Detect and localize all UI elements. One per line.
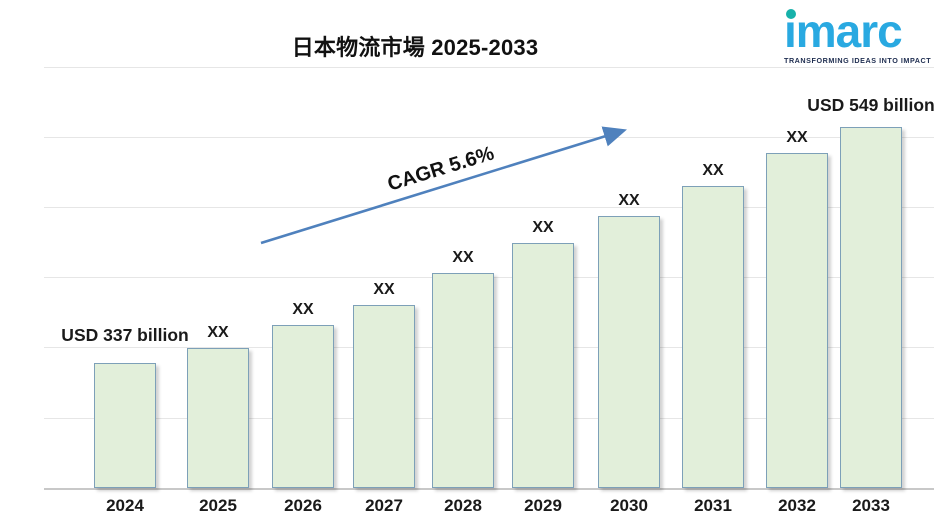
bar-2032 bbox=[766, 153, 828, 488]
gridline bbox=[44, 67, 934, 68]
year-label-2028: 2028 bbox=[444, 496, 482, 515]
value-label-2030: XX bbox=[618, 192, 640, 209]
value-label-2029: XX bbox=[532, 219, 554, 236]
value-label-2028: XX bbox=[452, 249, 474, 266]
title-year-range: 2025-2033 bbox=[431, 35, 539, 60]
year-label-2032: 2032 bbox=[778, 496, 816, 515]
year-label-2024: 2024 bbox=[106, 496, 144, 515]
imarc-wordmark: ımarc bbox=[784, 5, 903, 57]
year-label-2027: 2027 bbox=[365, 496, 403, 515]
title-japanese: 日本物流市場 bbox=[291, 35, 425, 60]
year-label-2025: 2025 bbox=[199, 496, 237, 515]
bar-2024 bbox=[94, 363, 156, 488]
value-label-2032: XX bbox=[786, 129, 808, 146]
year-label-2026: 2026 bbox=[284, 496, 322, 515]
value-label-2026: XX bbox=[292, 301, 314, 318]
bar-2027 bbox=[353, 305, 415, 488]
year-label-2031: 2031 bbox=[694, 496, 732, 515]
trend-arrow-line bbox=[260, 126, 627, 245]
x-axis-line bbox=[44, 488, 934, 490]
bar-2028 bbox=[432, 273, 494, 488]
value-label-2033: USD 549 billion bbox=[807, 95, 935, 115]
cagr-annotation: CAGR 5.6% bbox=[385, 142, 497, 196]
bar-2031 bbox=[682, 186, 744, 488]
logo-i-dot-icon bbox=[786, 9, 796, 19]
bar-2025 bbox=[187, 348, 249, 488]
logo-rest: marc bbox=[795, 5, 903, 57]
bar-2033 bbox=[840, 127, 902, 488]
value-label-2031: XX bbox=[702, 162, 724, 179]
value-label-2025: XX bbox=[207, 324, 229, 341]
year-label-2030: 2030 bbox=[610, 496, 648, 515]
value-label-2024: USD 337 billion bbox=[61, 325, 189, 345]
value-label-2027: XX bbox=[373, 281, 395, 298]
bar-2026 bbox=[272, 325, 334, 488]
year-label-2033: 2033 bbox=[852, 496, 890, 515]
year-label-2029: 2029 bbox=[524, 496, 562, 515]
logo-i-stem: ı bbox=[784, 5, 797, 57]
bar-2029 bbox=[512, 243, 574, 488]
page-title: 日本物流市場 2025-2033 bbox=[0, 30, 830, 62]
bar-2030 bbox=[598, 216, 660, 488]
imarc-logo: ımarc TRANSFORMING IDEAS INTO IMPACT bbox=[784, 8, 932, 65]
logo-tagline: TRANSFORMING IDEAS INTO IMPACT bbox=[784, 56, 932, 65]
